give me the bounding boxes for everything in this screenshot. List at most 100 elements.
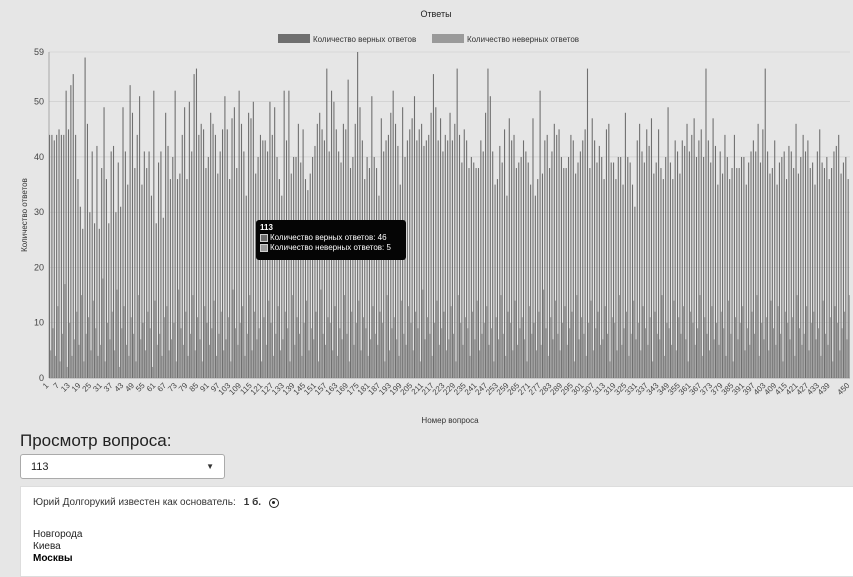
bar-correct (660, 168, 662, 378)
bar-correct (63, 134, 65, 378)
bar-incorrect (225, 339, 227, 378)
bar-incorrect (680, 333, 682, 378)
bar-correct (373, 156, 375, 378)
bar-incorrect (426, 317, 428, 378)
bar-correct (352, 156, 354, 378)
question-line: Юрий Долгорукий известен как основатель:… (33, 497, 280, 508)
bar-incorrect (642, 306, 644, 378)
bar-incorrect (488, 344, 490, 378)
bar-incorrect (476, 300, 478, 378)
bar-correct (797, 173, 799, 378)
bar-incorrect (106, 322, 109, 378)
bar-incorrect (514, 300, 516, 378)
bar-correct (714, 145, 717, 378)
bar-incorrect (324, 344, 327, 378)
bar-incorrect (403, 333, 405, 378)
bar-correct (461, 162, 463, 378)
bar-correct (179, 173, 181, 378)
bar-correct (819, 129, 821, 378)
bar-correct (248, 112, 250, 378)
bar-incorrect (381, 322, 383, 378)
bar-incorrect (751, 311, 753, 378)
bar-incorrect (550, 317, 552, 378)
bar-incorrect (436, 300, 438, 378)
bar-correct (639, 123, 641, 378)
bar-incorrect (310, 328, 312, 378)
bar-correct (278, 179, 280, 378)
bar-correct (120, 206, 122, 378)
bar-incorrect (457, 295, 459, 378)
tooltip-swatch-correct (260, 234, 268, 242)
bar-incorrect (208, 344, 210, 378)
bar-correct (605, 129, 607, 378)
bar-correct (127, 184, 129, 378)
bar-correct (205, 168, 207, 378)
bar-incorrect (765, 317, 767, 378)
bar-incorrect (827, 344, 829, 378)
bar-correct (582, 140, 584, 378)
bar-incorrect (351, 311, 353, 378)
radio-target-icon[interactable] (269, 497, 280, 508)
bar-correct (124, 151, 126, 378)
bar-correct (399, 184, 401, 378)
bar-correct (793, 168, 795, 378)
bar-incorrect (794, 355, 796, 378)
bar-incorrect (566, 344, 568, 378)
bar-incorrect (123, 306, 125, 378)
question-select[interactable]: 113 ▼ (20, 454, 225, 479)
bar-incorrect (104, 361, 106, 378)
bar-correct (729, 179, 731, 378)
bar-incorrect (462, 344, 464, 378)
bar-incorrect (144, 350, 146, 378)
bar-incorrect (294, 344, 296, 378)
bar-correct (511, 140, 513, 378)
bar-correct (560, 156, 562, 378)
bar-correct (499, 145, 501, 378)
question-select-value: 113 (31, 460, 49, 473)
bar-correct (84, 57, 86, 379)
bar-incorrect (178, 289, 180, 378)
bar-correct (553, 123, 555, 378)
bar-incorrect (234, 328, 237, 378)
bar-correct (338, 151, 340, 378)
bar-correct (103, 107, 105, 378)
bar-correct (146, 168, 148, 378)
bar-correct (572, 140, 574, 378)
bar-correct (65, 90, 67, 378)
bar-incorrect (758, 355, 760, 378)
bar-correct (615, 179, 617, 378)
bar-incorrect (322, 333, 324, 378)
bar-incorrect (163, 317, 165, 378)
bar-correct (622, 184, 624, 378)
bar-correct (148, 151, 150, 378)
bar-incorrect (739, 322, 741, 378)
answer-list: Новгорода Киева Москвы (33, 529, 82, 565)
bar-correct (487, 68, 489, 379)
y-tick-label: 30 (34, 207, 44, 217)
bar-incorrect (791, 317, 793, 378)
bar-incorrect (848, 295, 850, 378)
bar-correct (442, 151, 444, 378)
bar-correct (240, 123, 243, 378)
bar-incorrect (412, 350, 414, 378)
bar-incorrect (424, 339, 426, 378)
bar-incorrect (289, 361, 291, 378)
bar-incorrect (706, 333, 708, 378)
bar-incorrect (130, 317, 132, 378)
bar-incorrect (422, 289, 424, 378)
bar-correct (596, 162, 598, 378)
bar-incorrect (725, 355, 727, 378)
bar-incorrect (137, 295, 139, 378)
bar-correct (366, 156, 368, 378)
bar-incorrect (495, 317, 497, 378)
bar-correct (506, 195, 508, 378)
bar-incorrect (419, 361, 421, 378)
bar-incorrect (661, 295, 663, 378)
bar-correct (567, 156, 570, 378)
bar-incorrect (479, 350, 481, 378)
bar-incorrect (692, 322, 694, 378)
bar-incorrect (713, 339, 715, 378)
answer-option-2: Киева (33, 541, 61, 552)
bar-correct (719, 151, 721, 378)
bar-correct (475, 168, 477, 378)
